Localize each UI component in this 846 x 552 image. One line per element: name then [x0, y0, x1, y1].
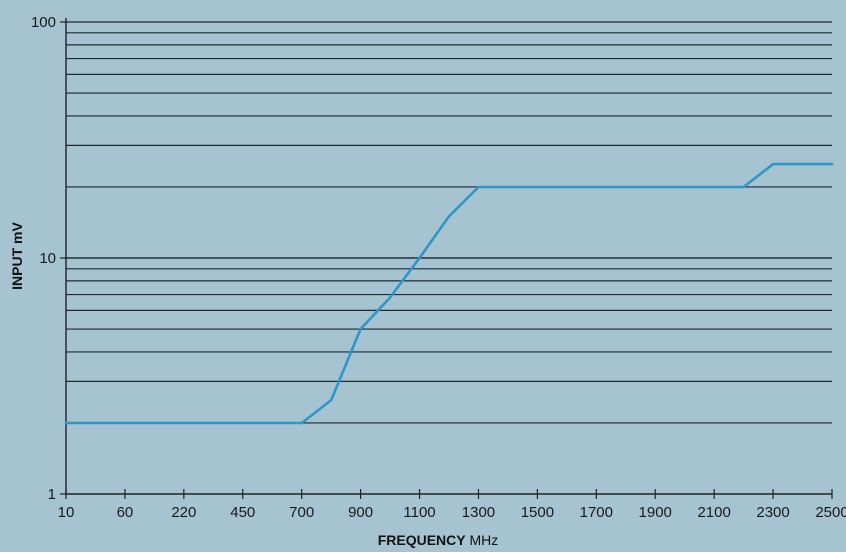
x-tick-label: 1500: [521, 504, 554, 521]
data-series: [64, 162, 834, 425]
x-tick-label: 1900: [639, 504, 672, 521]
y-tick-labels: 1 10 100: [31, 14, 66, 503]
y-tick-label: 10: [39, 250, 56, 267]
x-tick-label: 10: [58, 504, 75, 521]
y-axis-title: INPUT mV: [9, 222, 25, 290]
grid-lines: [66, 21, 832, 424]
x-axis-title-unit: MHz: [466, 532, 499, 548]
y-tick-label: 100: [31, 14, 56, 31]
x-tick-label: 1700: [580, 504, 613, 521]
x-tick-label: 450: [230, 504, 255, 521]
x-tick-label: 2100: [697, 504, 730, 521]
x-axis-title: FREQUENCY MHz: [378, 532, 499, 548]
x-tick-labels: 10 60 220 450 700 900 1100 1300 1500 1700 1900 2100…: [58, 489, 846, 521]
axes: [65, 18, 832, 495]
x-tick-label: 700: [289, 504, 314, 521]
x-axis-title-main: FREQUENCY: [378, 532, 467, 548]
x-tick-label: 220: [171, 504, 196, 521]
x-tick-label: 900: [348, 504, 373, 521]
y-tick-label: 1: [48, 486, 56, 503]
x-tick-label: 2300: [756, 504, 789, 521]
x-tick-label: 60: [117, 504, 134, 521]
series-line: [64, 162, 834, 425]
x-tick-label: 2500: [815, 504, 846, 521]
x-tick-label: 1100: [403, 504, 435, 521]
x-tick-label: 1300: [462, 504, 495, 521]
